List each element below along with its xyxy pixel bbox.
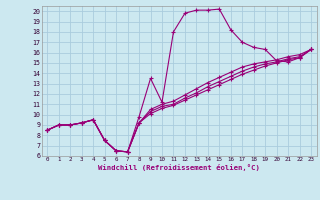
X-axis label: Windchill (Refroidissement éolien,°C): Windchill (Refroidissement éolien,°C) (98, 164, 260, 171)
